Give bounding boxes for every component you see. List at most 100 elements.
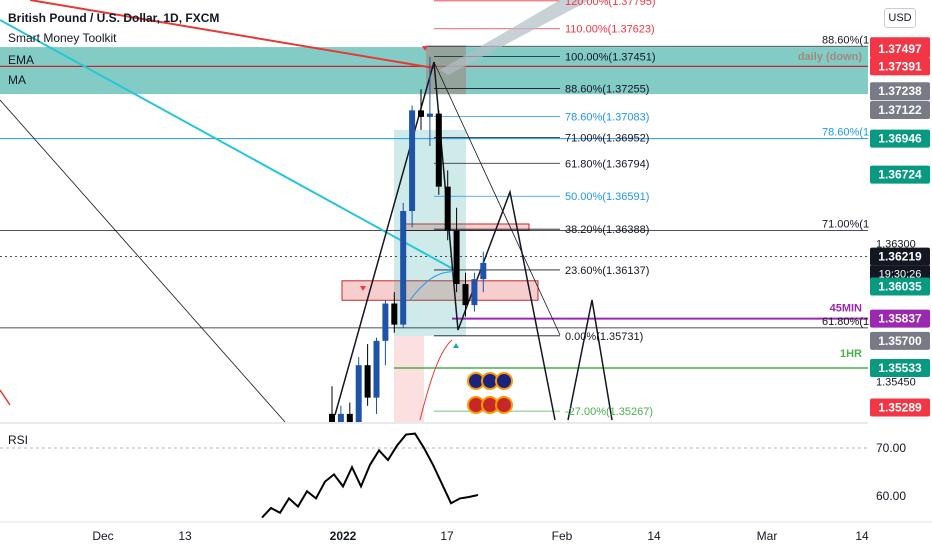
candle-body bbox=[329, 413, 335, 422]
event-flag-icon bbox=[495, 396, 513, 414]
price-axis-tag-label: 1.35289 bbox=[878, 401, 922, 415]
rsi-axis-60: 60.00 bbox=[876, 489, 906, 503]
symbol-title: British Pound / U.S. Dollar, 1D, FXCM bbox=[8, 11, 220, 25]
rsi-pane-label[interactable]: RSI bbox=[8, 433, 29, 447]
price-axis-tag-label: 1.37497 bbox=[878, 42, 922, 56]
price-axis-tag-label: 1.36946 bbox=[878, 132, 922, 146]
price-axis-tag-label: 1.36724 bbox=[878, 168, 922, 182]
x-tick-label: 2022 bbox=[330, 529, 357, 543]
candle-body bbox=[409, 110, 416, 211]
candle-body bbox=[337, 413, 344, 422]
side-fib-label-1: 78.60%(1 bbox=[822, 127, 869, 139]
fib-label-9: 23.60%(1.36137) bbox=[565, 265, 649, 277]
event-flag-icon bbox=[495, 372, 513, 390]
x-tick-label: Mar bbox=[757, 529, 778, 543]
zone-label-0: daily (down) bbox=[798, 51, 863, 63]
fib-label-0: 120.00%(1.37795) bbox=[565, 0, 656, 8]
candle-body bbox=[400, 211, 407, 325]
price-axis-tag-label: 1.35837 bbox=[878, 312, 922, 326]
ema-curve bbox=[419, 339, 453, 421]
projection-pattern bbox=[567, 299, 613, 421]
sell-marker-left bbox=[360, 286, 366, 291]
fib-label-5: 71.00%(1.36952) bbox=[565, 133, 649, 145]
x-tick-label: 14 bbox=[647, 529, 661, 543]
x-tick-label: Feb bbox=[552, 529, 573, 543]
candle-body bbox=[426, 113, 433, 117]
price-axis-tag-label: 1.37122 bbox=[878, 103, 922, 117]
price-axis-tag bbox=[870, 309, 930, 328]
x-tick-label: 14 bbox=[855, 529, 869, 543]
main-pane bbox=[0, 0, 868, 422]
harmonic-pattern bbox=[334, 61, 556, 421]
price-axis-label: 1.36300 bbox=[876, 238, 916, 250]
candle-body bbox=[346, 413, 353, 422]
candle-body bbox=[444, 186, 451, 231]
price-axis-tag-label: 1.36219 bbox=[878, 250, 922, 264]
price-axis-tag-label: 1.35533 bbox=[878, 361, 922, 375]
buy-marker bbox=[453, 343, 459, 348]
indicator-ema[interactable]: EMA bbox=[8, 53, 35, 67]
x-tick-label: 13 bbox=[178, 529, 192, 543]
price-axis-tag-label: 1.36035 bbox=[878, 279, 922, 293]
fib-label-1: 110.00%(1.37623) bbox=[565, 24, 655, 36]
fib-label-4: 78.60%(1.37083) bbox=[565, 111, 649, 123]
price-axis-tag bbox=[870, 129, 930, 148]
candle-body bbox=[355, 365, 362, 422]
currency-button[interactable]: USD bbox=[884, 8, 916, 28]
price-axis-tag bbox=[870, 247, 930, 266]
price-axis-tag bbox=[870, 40, 930, 59]
red-stub-line bbox=[0, 389, 11, 406]
price-axis-tag bbox=[870, 277, 930, 296]
candle-body bbox=[382, 303, 389, 341]
sell-marker-top bbox=[422, 46, 428, 51]
projection-line bbox=[433, 61, 561, 336]
fib-label-2: 100.00%(1.37451) bbox=[565, 52, 656, 64]
fib-fan bbox=[440, 0, 590, 75]
fib-label-3: 88.60%(1.37255) bbox=[565, 83, 649, 95]
x-tick-label: Dec bbox=[92, 529, 113, 543]
fib-label-6: 61.80%(1.36794) bbox=[565, 158, 649, 170]
diagonal-line-1 bbox=[0, 99, 286, 422]
side-fib-label-3: 61.80%(1 bbox=[822, 316, 869, 328]
price-axis-tag-label: 1.37238 bbox=[878, 84, 922, 98]
demand-block bbox=[341, 280, 539, 301]
price-axis-tag bbox=[870, 101, 930, 120]
fib-label-10: 0.00%(1.35731) bbox=[565, 331, 643, 343]
fib-label-7: 50.00%(1.36591) bbox=[565, 191, 649, 203]
rsi-line bbox=[261, 432, 479, 519]
price-axis-tag bbox=[870, 331, 930, 350]
candle-body bbox=[471, 279, 478, 306]
price-axis-label: 1.35450 bbox=[876, 376, 916, 388]
price-axis-tag bbox=[870, 398, 930, 417]
price-axis-tag-label: 1.37391 bbox=[878, 59, 922, 73]
candle-body bbox=[462, 284, 469, 306]
candle-body bbox=[480, 262, 487, 280]
price-axis-tag bbox=[870, 165, 930, 184]
ma-curve bbox=[409, 271, 456, 301]
indicator-ma[interactable]: MA bbox=[8, 73, 26, 87]
side-fib-label-2: 71.00%(1 bbox=[822, 218, 869, 230]
red-trendline bbox=[29, 0, 435, 69]
price-axis-tag bbox=[870, 358, 930, 377]
price-axis-tag-label: 1.35700 bbox=[878, 334, 922, 348]
x-tick-label: 17 bbox=[440, 529, 454, 543]
price-axis-tag bbox=[870, 82, 930, 101]
fib-label-11: -27.00%(1.35267) bbox=[565, 406, 653, 418]
long-position-stop bbox=[394, 335, 424, 422]
indicator-smart-money-toolkit[interactable]: Smart Money Toolkit bbox=[8, 31, 117, 45]
fib-label-8: 38.20%(1.36388) bbox=[565, 224, 649, 236]
candle-body bbox=[391, 303, 398, 325]
candle-body bbox=[364, 365, 371, 398]
side-fib-label-0: 88.60%(1 bbox=[822, 34, 869, 46]
zone-label-2: 1HR bbox=[840, 348, 862, 360]
rsi-axis-70: 70.00 bbox=[876, 441, 906, 455]
zone-label-1: 45MIN bbox=[830, 303, 862, 315]
cyan-trendline bbox=[0, 19, 456, 271]
candle-body bbox=[418, 110, 424, 117]
candle-body bbox=[373, 340, 380, 398]
candle-body bbox=[435, 113, 442, 187]
candle-body bbox=[453, 230, 460, 285]
price-axis-tag bbox=[870, 57, 930, 76]
